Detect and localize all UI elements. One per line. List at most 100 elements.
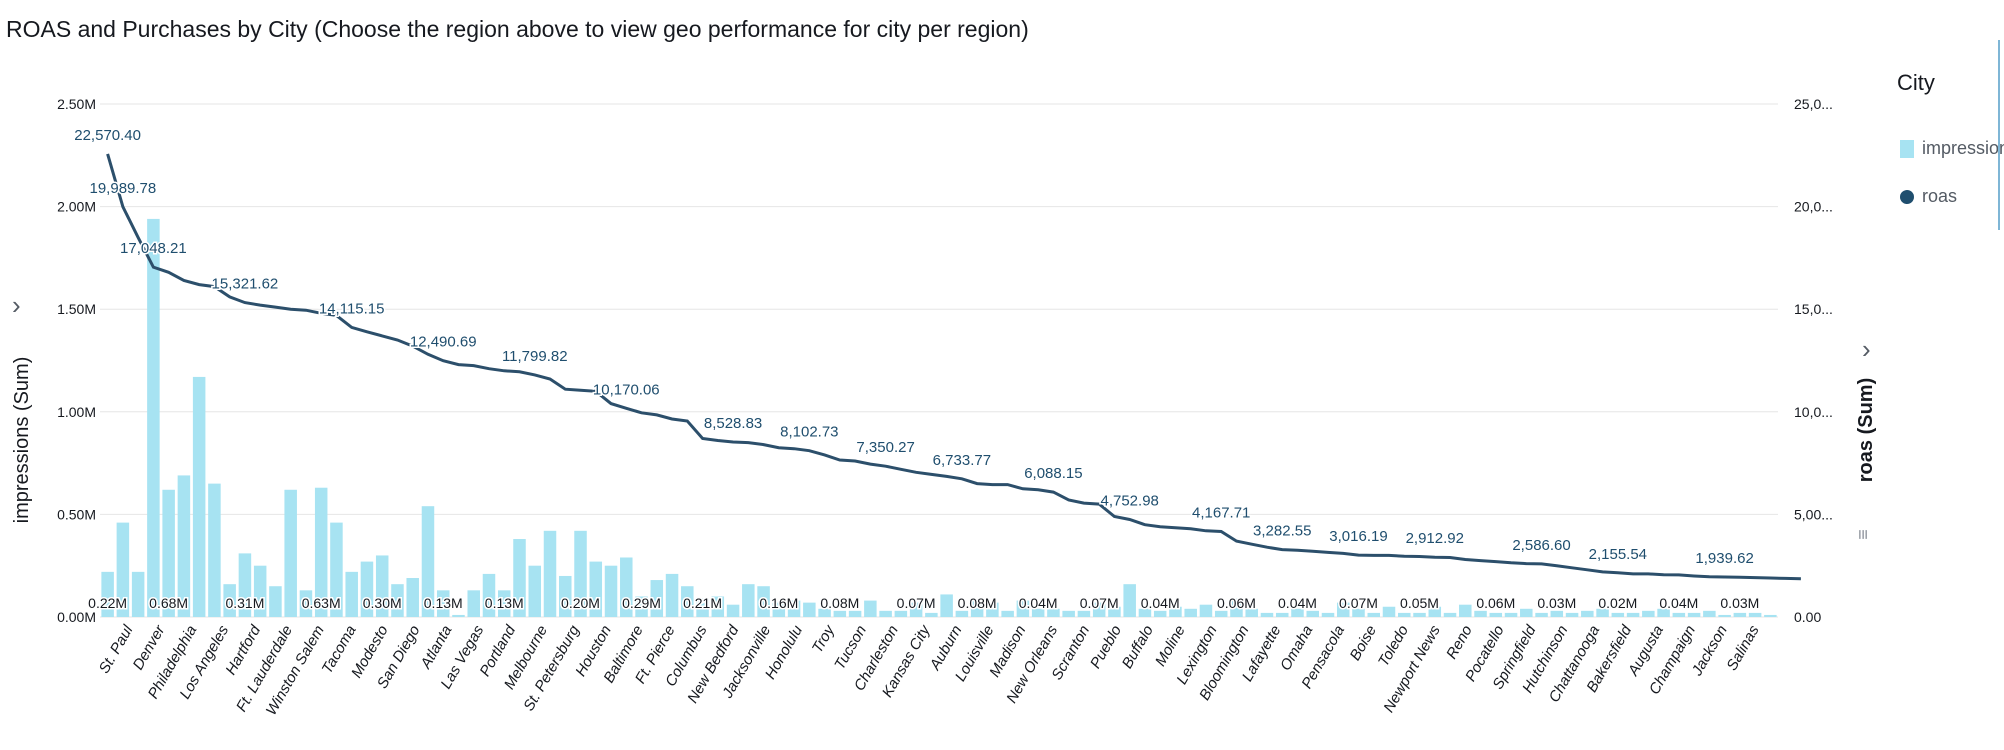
impressions-bar (299, 590, 313, 617)
impressions-bar (543, 530, 557, 617)
impressions-data-label: 0.07M (897, 595, 936, 611)
impressions-bar (467, 590, 480, 617)
impressions-data-label: 0.02M (1598, 595, 1637, 611)
y2-tick-label: 15,0... (1794, 301, 1833, 317)
roas-data-label: 4,167.71 (1192, 504, 1250, 521)
impressions-bar (1565, 612, 1579, 617)
roas-data-label: 19,989.78 (90, 180, 157, 197)
chevron-right-icon[interactable]: › (1862, 334, 1871, 364)
impressions-data-label: 0.04M (1659, 595, 1698, 611)
impressions-bar (1153, 610, 1167, 617)
legend-title: City (1897, 70, 1935, 95)
impressions-bar (574, 530, 587, 617)
impressions-bar (192, 376, 206, 617)
impressions-data-label: 0.63M (302, 595, 341, 611)
impressions-bar (635, 596, 648, 617)
impressions-bar (1001, 610, 1014, 617)
impressions-bar (1138, 608, 1152, 617)
chart-title: ROAS and Purchases by City (Choose the r… (6, 16, 1029, 42)
impressions-bar (1642, 610, 1655, 617)
impressions-bar (101, 571, 114, 617)
impressions-bar (726, 604, 740, 617)
impressions-bar (803, 602, 816, 617)
chevron-left-icon[interactable]: › (12, 290, 21, 320)
legend-scrollbar[interactable] (1998, 40, 2000, 230)
impressions-data-label: 0.04M (1141, 595, 1180, 611)
chart-axis-icon[interactable]: ≡ (1852, 529, 1873, 540)
impressions-data-label: 0.04M (1019, 595, 1058, 611)
y2-tick-label: 25,0... (1794, 96, 1833, 112)
roas-data-label: 17,048.21 (120, 240, 187, 257)
impressions-bar (1611, 612, 1625, 617)
impressions-bar (681, 586, 694, 617)
impressions-bar (1169, 606, 1182, 617)
impressions-bar (1306, 610, 1319, 617)
impressions-bar (452, 614, 465, 617)
impressions-bar (1367, 612, 1381, 617)
impressions-data-label: 0.13M (485, 595, 524, 611)
roas-data-label: 11,799.82 (502, 348, 568, 365)
impressions-bar (848, 610, 862, 617)
impressions-bar (620, 557, 633, 617)
roas-line-path (106, 153, 1801, 581)
roas-data-label: 3,016.19 (1329, 528, 1387, 545)
impressions-bar (1764, 614, 1777, 617)
legend-bar-swatch (1900, 139, 1914, 158)
axes: 0.00M 0.50M 1.00M 1.50M 2.00M 2.50M 0.00 5,00..… (11, 96, 1877, 718)
impressions-bar (1398, 612, 1411, 617)
impressions-bar (391, 584, 404, 617)
impressions-bar (1260, 612, 1274, 617)
impressions-bar (1352, 608, 1365, 617)
y2-tick-label: 5,00... (1794, 506, 1833, 522)
impressions-bar (1016, 600, 1030, 617)
impressions-bars (101, 218, 1777, 618)
impressions-bar (1504, 612, 1518, 617)
impressions-data-label: 0.05M (1400, 595, 1439, 611)
impressions-bar (253, 565, 267, 617)
impressions-bar (772, 602, 786, 617)
impressions-data-label: 0.13M (424, 595, 463, 611)
roas-data-label: 6,733.77 (933, 452, 991, 469)
roas-data-label: 2,155.54 (1589, 546, 1647, 563)
impressions-bar (986, 602, 999, 617)
impressions-bar (1474, 610, 1487, 617)
impressions-data-label: 0.08M (820, 595, 859, 611)
impressions-bar (147, 218, 160, 618)
impressions-bar (177, 475, 191, 617)
impressions-data-label: 0.03M (1720, 595, 1759, 611)
roas-data-label: 12,490.69 (410, 334, 477, 351)
legend-item-impressions[interactable]: impressions (1900, 138, 2004, 159)
impressions-bar (528, 565, 542, 617)
impressions-data-label: 0.30M (363, 595, 402, 611)
impressions-data-label: 0.31M (225, 595, 264, 611)
y2-axis-title: roas (Sum) (1855, 378, 1877, 482)
roas-data-label: 4,752.98 (1100, 492, 1158, 509)
impressions-bar (223, 584, 236, 617)
impressions-bar (513, 539, 526, 617)
y-tick-label: 0.00M (57, 609, 96, 625)
impressions-bar (314, 487, 328, 617)
impressions-bar (970, 600, 984, 617)
impressions-bar (131, 571, 145, 617)
impressions-bar (1520, 608, 1533, 617)
impressions-bar (894, 610, 908, 617)
impressions-bar (1657, 608, 1670, 617)
legend-item-roas[interactable]: roas (1900, 186, 1957, 207)
roas-data-label: 8,528.83 (704, 415, 762, 432)
roas-data-label: 3,282.55 (1253, 523, 1311, 540)
roas-data-label: 10,170.06 (593, 381, 660, 398)
impressions-bar (1123, 584, 1136, 617)
impressions-bar (162, 489, 175, 617)
impressions-bar (879, 610, 892, 617)
impressions-bar (1459, 604, 1472, 617)
impressions-bar (360, 561, 374, 617)
impressions-bar (1626, 612, 1640, 617)
y2-tick-label: 10,0... (1794, 404, 1833, 420)
impressions-bar (1062, 610, 1075, 617)
impressions-data-label: 0.07M (1080, 595, 1119, 611)
roas-data-label: 14,115.15 (319, 300, 385, 317)
impressions-bar (1199, 604, 1213, 617)
impressions-bar (1245, 608, 1258, 617)
impressions-data-label: 0.06M (1217, 595, 1256, 611)
